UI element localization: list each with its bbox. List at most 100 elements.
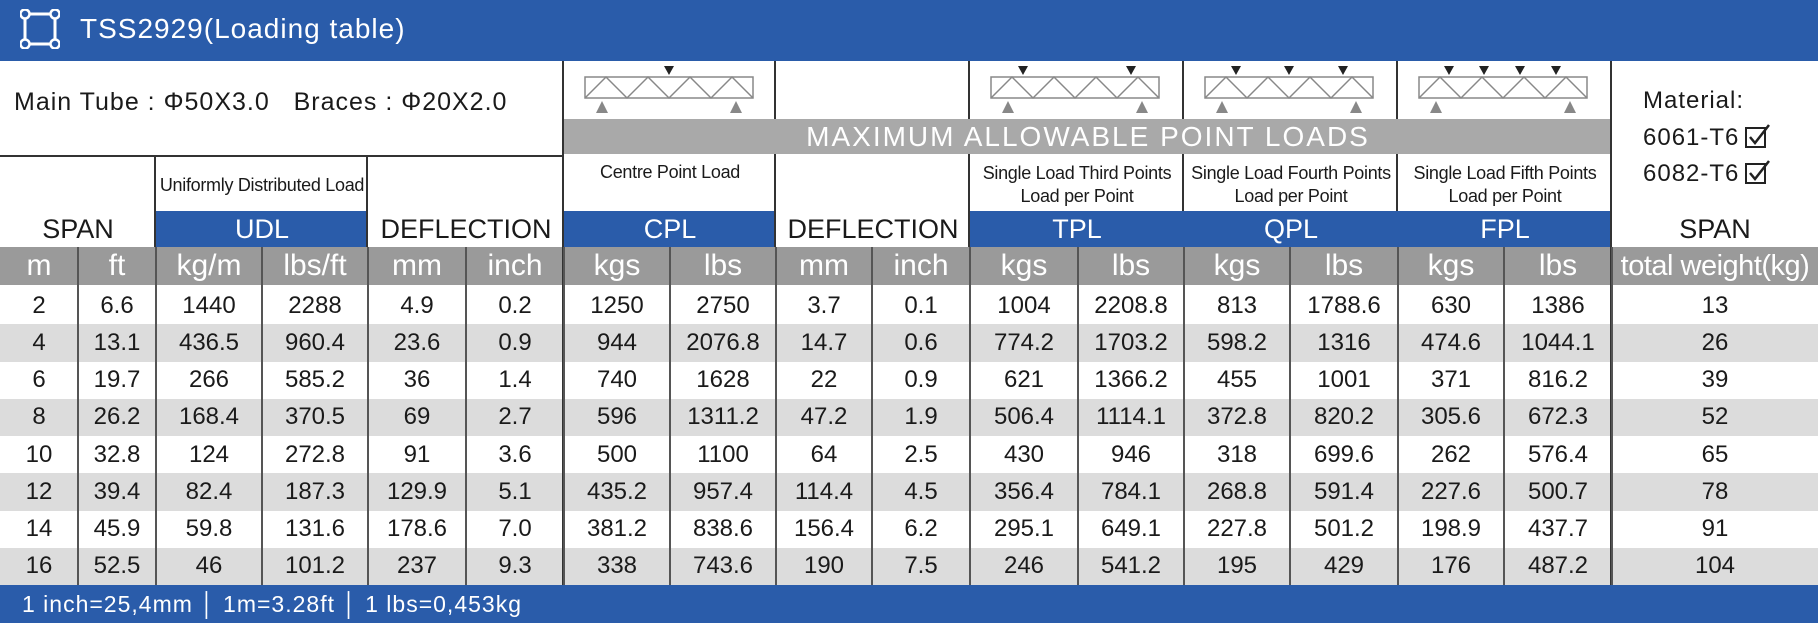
table-cell: 1311.2 [687, 403, 759, 431]
unit-16: total weight(kg) [1620, 249, 1810, 282]
table-cell: 598.2 [1206, 328, 1268, 356]
table-cell: 1.4 [498, 366, 532, 394]
table-cell: 47.2 [800, 403, 848, 431]
table-cell: 26 [1701, 328, 1729, 356]
divider [968, 154, 970, 247]
column-divider [871, 247, 873, 585]
span-header: SPAN [42, 213, 114, 244]
fpl-description: Single Load Fifth Points Load per Point [1413, 163, 1597, 206]
table-cell: 4.9 [400, 291, 434, 319]
unit-5: inch [487, 249, 543, 282]
material-option-2: 6082-T6 [1643, 160, 1771, 188]
table-cell: 0.6 [904, 328, 938, 356]
divider [1182, 61, 1184, 119]
table-cell: 621 [1003, 366, 1045, 394]
unit-15: lbs [1538, 249, 1578, 282]
table-cell: 64 [810, 440, 838, 468]
table-cell: 14.7 [800, 328, 848, 356]
table-cell: 1114.1 [1096, 403, 1166, 431]
table-cell: 272.8 [284, 440, 346, 468]
table-cell: 960.4 [284, 328, 346, 356]
table-cell: 246 [1003, 552, 1045, 580]
table-cell: 2 [32, 291, 46, 319]
table-cell: 435.2 [586, 477, 648, 505]
column-divider [1397, 247, 1399, 585]
title-bar: TSS2929(Loading table) [0, 0, 1818, 61]
table-cell: 13.1 [93, 328, 141, 356]
column-divider [261, 247, 263, 585]
table-cell: 6.2 [904, 515, 938, 543]
column-divider [1077, 247, 1079, 585]
table-row: 6 19.7 266 585.2 36 1.4 740 1628 22 0.9 621 1366.2 4… [0, 362, 1818, 399]
table-cell: 14 [25, 515, 53, 543]
table-cell: 46 [195, 552, 223, 580]
table-row: 4 13.1 436.5 960.4 23.6 0.9 944 2076.8 14.7 0.6 77… [0, 324, 1818, 362]
table-cell: 596 [596, 403, 638, 431]
table-cell: 1440 [182, 291, 236, 319]
table-cell: 370.5 [284, 403, 346, 431]
main-tube-spec: Main Tube : Φ50X3.0 [14, 88, 270, 116]
table-cell: 39 [1701, 366, 1729, 394]
column-divider [669, 247, 671, 585]
table-cell: 12 [25, 477, 53, 505]
unit-row [0, 247, 1818, 285]
table-cell: 26.2 [93, 403, 141, 431]
table-cell: 268.8 [1206, 477, 1268, 505]
table-cell: 487.2 [1527, 552, 1589, 580]
column-divider [1289, 247, 1291, 585]
divider [968, 61, 970, 119]
table-cell: 591.4 [1313, 477, 1375, 505]
table-cell: 1316 [1317, 328, 1371, 356]
table-cell: 3.6 [498, 440, 532, 468]
table-cell: 7.0 [498, 515, 532, 543]
table-cell: 2750 [696, 291, 750, 319]
table-cell: 1366.2 [1094, 366, 1168, 394]
tpl-description: Single Load Third Points Load per Point [982, 163, 1172, 206]
table-cell: 838.6 [692, 515, 754, 543]
table-cell: 0.9 [904, 366, 938, 394]
square-truss-icon [20, 9, 60, 49]
table-cell: 2076.8 [686, 328, 760, 356]
centre-point-load-diagram [584, 66, 754, 113]
table-cell: 91 [1701, 515, 1729, 543]
checkbox-checked-icon [1745, 124, 1771, 148]
table-cell: 946 [1110, 440, 1152, 468]
third-points-load-diagram [990, 66, 1160, 113]
table-cell: 305.6 [1420, 403, 1482, 431]
table-cell: 381.2 [586, 515, 648, 543]
divider [366, 155, 368, 247]
table-cell: 474.6 [1420, 328, 1482, 356]
table-cell: 576.4 [1527, 440, 1589, 468]
table-cell: 6 [32, 366, 46, 394]
table-cell: 500.7 [1527, 477, 1589, 505]
table-cell: 501.2 [1313, 515, 1375, 543]
table-cell: 506.4 [993, 403, 1055, 431]
table-cell: 1004 [997, 291, 1051, 319]
deflection-header-2: DEFLECTION [787, 213, 959, 244]
table-cell: 371 [1430, 366, 1472, 394]
fifth-points-load-diagram [1418, 66, 1588, 113]
table-cell: 740 [596, 366, 638, 394]
table-cell: 699.6 [1313, 440, 1375, 468]
unit-13: lbs [1324, 249, 1364, 282]
table-cell: 101.2 [284, 552, 346, 580]
table-cell: 91 [403, 440, 431, 468]
table-cell: 1628 [696, 366, 750, 394]
spec-line: Main Tube : Φ50X3.0 Braces : Φ20X2.0 [14, 88, 507, 117]
table-cell: 6.6 [100, 291, 134, 319]
table-cell: 32.8 [93, 440, 141, 468]
material-option-1: 6061-T6 [1643, 124, 1771, 152]
column-divider [465, 247, 467, 585]
column-divider [775, 247, 777, 585]
table-cell: 124 [188, 440, 230, 468]
unit-10: kgs [1000, 249, 1048, 282]
table-cell: 52.5 [93, 552, 141, 580]
divider [1396, 154, 1398, 211]
table-cell: 429 [1323, 552, 1365, 580]
unit-7: lbs [703, 249, 743, 282]
udl-description: Uniformly Distributed Load [159, 174, 365, 195]
table-cell: 1788.6 [1307, 291, 1381, 319]
table-cell: 318 [1216, 440, 1258, 468]
table-cell: 190 [803, 552, 845, 580]
table-cell: 9.3 [498, 552, 532, 580]
